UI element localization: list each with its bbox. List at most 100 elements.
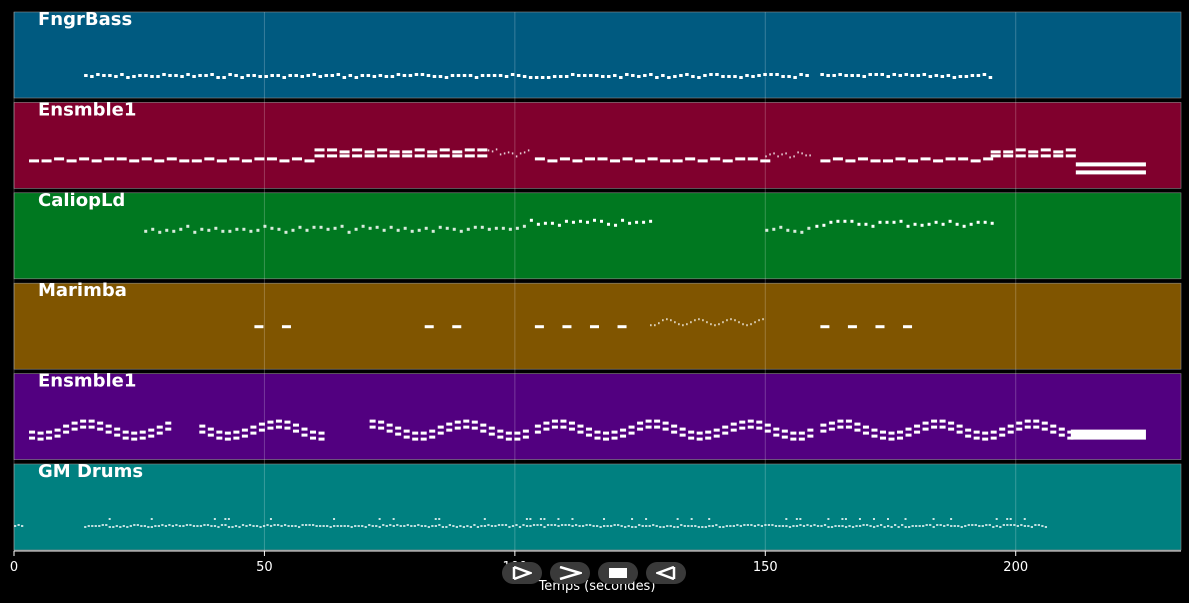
note: [480, 525, 483, 527]
note: [1009, 524, 1012, 526]
note: [144, 229, 148, 233]
note: [487, 227, 491, 231]
play-forward-icon: [512, 566, 532, 580]
note: [378, 420, 385, 424]
note: [522, 435, 529, 439]
note: [156, 425, 163, 429]
note: [652, 524, 655, 526]
note: [483, 525, 487, 527]
note: [252, 74, 256, 77]
note: [543, 518, 546, 520]
note: [577, 430, 584, 434]
note: [114, 433, 121, 437]
note: [705, 430, 712, 434]
note: [1067, 430, 1074, 434]
note: [746, 324, 748, 327]
note: [820, 159, 831, 163]
note: [1075, 162, 1146, 167]
note: [258, 75, 262, 78]
note: [688, 430, 695, 434]
note: [37, 431, 44, 435]
note: [757, 524, 760, 526]
note: [280, 525, 283, 527]
note: [357, 525, 360, 527]
note: [259, 526, 262, 528]
note: [785, 152, 787, 155]
note: [654, 324, 656, 327]
note: [424, 525, 427, 527]
track-label: CaliopLd: [38, 190, 125, 211]
note: [795, 525, 799, 527]
note: [522, 429, 529, 433]
note: [189, 524, 192, 526]
note: [445, 226, 449, 230]
note: [904, 526, 907, 528]
note: [154, 525, 157, 527]
note: [161, 524, 164, 526]
note: [778, 525, 781, 527]
note: [210, 73, 214, 76]
note: [865, 524, 869, 526]
note: [721, 75, 725, 78]
note: [570, 73, 575, 76]
note: [649, 219, 653, 223]
note: [982, 73, 987, 76]
note: [347, 230, 351, 234]
note: [862, 524, 865, 526]
note: [965, 428, 972, 432]
note: [773, 152, 775, 155]
note: [1015, 148, 1026, 152]
note: [382, 524, 385, 526]
note: [915, 525, 918, 527]
note: [760, 525, 764, 527]
note: [463, 425, 470, 429]
note: [523, 151, 526, 154]
note: [277, 227, 281, 231]
note: [718, 526, 721, 528]
play-forward-button[interactable]: [502, 562, 542, 584]
note: [763, 73, 767, 76]
note: [454, 426, 461, 430]
note: [643, 74, 647, 77]
note: [914, 430, 921, 434]
note: [37, 437, 44, 441]
note: [336, 73, 341, 76]
stop-button[interactable]: [598, 562, 638, 584]
note: [686, 323, 688, 326]
note: [662, 421, 669, 425]
note: [578, 525, 581, 527]
note: [799, 73, 803, 76]
note: [837, 425, 844, 429]
note: [204, 157, 215, 161]
note: [898, 74, 903, 77]
note: [454, 420, 461, 424]
note: [368, 226, 372, 230]
play-reverse-button[interactable]: [646, 562, 686, 584]
note: [730, 428, 737, 432]
note: [234, 525, 238, 527]
note: [1075, 170, 1146, 175]
note: [108, 518, 111, 520]
note: [745, 74, 749, 77]
note: [641, 525, 644, 527]
note: [504, 75, 509, 78]
note: [895, 157, 906, 161]
note: [793, 155, 795, 158]
note: [910, 74, 915, 77]
note: [1033, 425, 1040, 429]
note: [468, 74, 473, 77]
fast-forward-button[interactable]: [550, 562, 590, 584]
note: [144, 74, 148, 77]
note: [552, 75, 557, 78]
note: [760, 159, 771, 163]
note: [310, 430, 317, 434]
note: [775, 73, 779, 76]
note: [534, 157, 545, 161]
note: [645, 419, 652, 423]
note: [222, 76, 226, 79]
note: [508, 526, 511, 528]
note: [71, 427, 78, 431]
note: [772, 227, 776, 231]
note: [408, 74, 413, 77]
note: [595, 525, 599, 527]
